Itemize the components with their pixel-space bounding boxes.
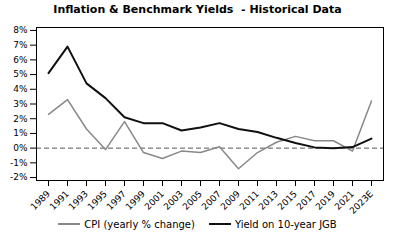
svg-text:1993: 1993 xyxy=(67,189,90,212)
html-text:Inflation & Benchmark Yields -: Inflation & Benchmark Yields - Historica… xyxy=(53,3,342,16)
svg-text:3%: 3% xyxy=(13,99,28,109)
svg-text:2023E: 2023E xyxy=(348,188,376,216)
svg-text:1991: 1991 xyxy=(48,189,71,212)
svg-text:1%: 1% xyxy=(13,128,28,138)
svg-text:2017: 2017 xyxy=(295,189,318,212)
svg-text:1997: 1997 xyxy=(105,189,128,212)
svg-text:2015: 2015 xyxy=(276,189,299,212)
svg-text:1995: 1995 xyxy=(86,189,109,212)
html-text:CPI (yearly % change): CPI (yearly % change) xyxy=(84,218,195,230)
svg-text:8%: 8% xyxy=(13,25,28,35)
svg-text:5%: 5% xyxy=(13,69,28,79)
svg-text:1999: 1999 xyxy=(124,189,147,212)
svg-text:6%: 6% xyxy=(13,55,28,65)
svg-text:2021: 2021 xyxy=(332,188,356,212)
svg-text:2007: 2007 xyxy=(200,189,223,212)
svg-text:2013: 2013 xyxy=(257,189,280,212)
svg-text:-1%: -1% xyxy=(10,158,28,168)
svg-text:2019: 2019 xyxy=(314,189,337,212)
svg-text:2003: 2003 xyxy=(162,189,185,212)
svg-text:2009: 2009 xyxy=(219,189,242,212)
svg-text:2011: 2011 xyxy=(238,189,261,212)
svg-text:0%: 0% xyxy=(13,143,28,153)
svg-text:2005: 2005 xyxy=(181,189,204,212)
svg-text:7%: 7% xyxy=(13,40,28,50)
svg-text:2%: 2% xyxy=(13,114,28,124)
svg-text:4%: 4% xyxy=(13,84,28,94)
html-text:Yield on 10-year JGB: Yield on 10-year JGB xyxy=(234,218,337,230)
svg-text:1989: 1989 xyxy=(29,189,52,212)
svg-text:2001: 2001 xyxy=(143,189,166,212)
svg-text:-2%: -2% xyxy=(10,172,28,182)
